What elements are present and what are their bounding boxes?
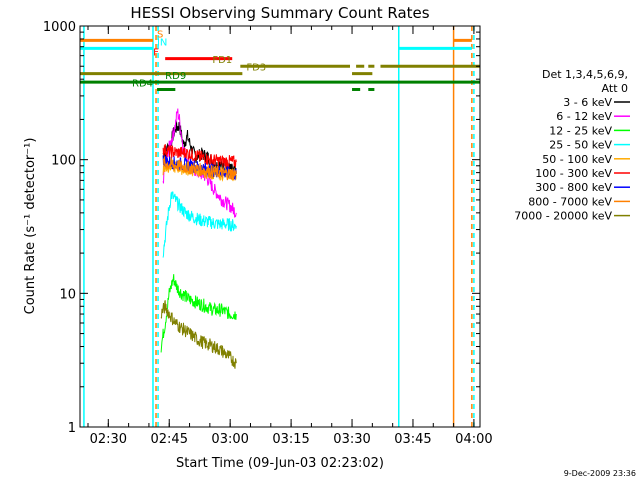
flag-label-rd9: RD9 [165,71,186,82]
legend-entry-800-7000-kev: 800 - 7000 keV [528,195,612,208]
legend-header-line: Att 0 [602,82,628,95]
y-axis-label: Count Rate (s⁻¹ detector⁻¹) [23,138,38,315]
legend-entry-7000-20000-kev: 7000 - 20000 keV [514,210,612,223]
y-tick-label: 1 [68,421,76,436]
flag-label-rd4: RD4 [132,78,153,89]
flag-label-fd3: FD3 [246,63,266,74]
legend-header-line: Det 1,3,4,5,6,9, [542,68,628,81]
x-tick-label: 03:15 [272,432,309,447]
x-tick-label: 04:00 [455,432,492,447]
y-tick-label: 10 [59,287,76,302]
flag-label-fd1: FD1 [212,55,232,66]
y-tick-label: 1000 [43,20,76,35]
x-tick-label: 02:45 [151,432,188,447]
x-tick-label: 02:30 [90,432,127,447]
legend-entry-3-6-kev: 3 - 6 keV [563,96,612,109]
plot-frame [79,25,481,428]
series-line-7000-20000-kev [160,300,237,369]
legend-entry-6-12-kev: 6 - 12 keV [556,110,612,123]
x-tick-label: 03:00 [211,432,248,447]
series-line-100-300-kev [162,143,237,169]
legend-entry-100-300-kev: 100 - 300 keV [535,167,612,180]
flag-label-in: IN [157,37,167,48]
legend-entry-12-25-kev: 12 - 25 keV [549,124,612,137]
flag-label-f: F [153,48,159,59]
footer-timestamp: 9-Dec-2009 23:36 [564,469,636,478]
x-tick-label: 03:30 [333,432,370,447]
series-line-12-25-kev [160,274,237,353]
series-line-800-7000-kev [162,156,237,181]
x-tick-label: 03:45 [394,432,431,447]
y-tick-label: 100 [51,154,76,169]
x-axis-label: Start Time (09-Jun-03 02:23:02) [176,456,384,471]
legend-entry-300-800-kev: 300 - 800 keV [535,181,612,194]
legend-entry-25-50-kev: 25 - 50 keV [549,139,612,152]
series-line-25-50-kev [162,191,237,258]
chart-title: HESSI Observing Summary Count Rates [130,4,429,22]
legend-entry-50-100-kev: 50 - 100 keV [542,153,612,166]
flag-label-s: S [157,29,163,40]
